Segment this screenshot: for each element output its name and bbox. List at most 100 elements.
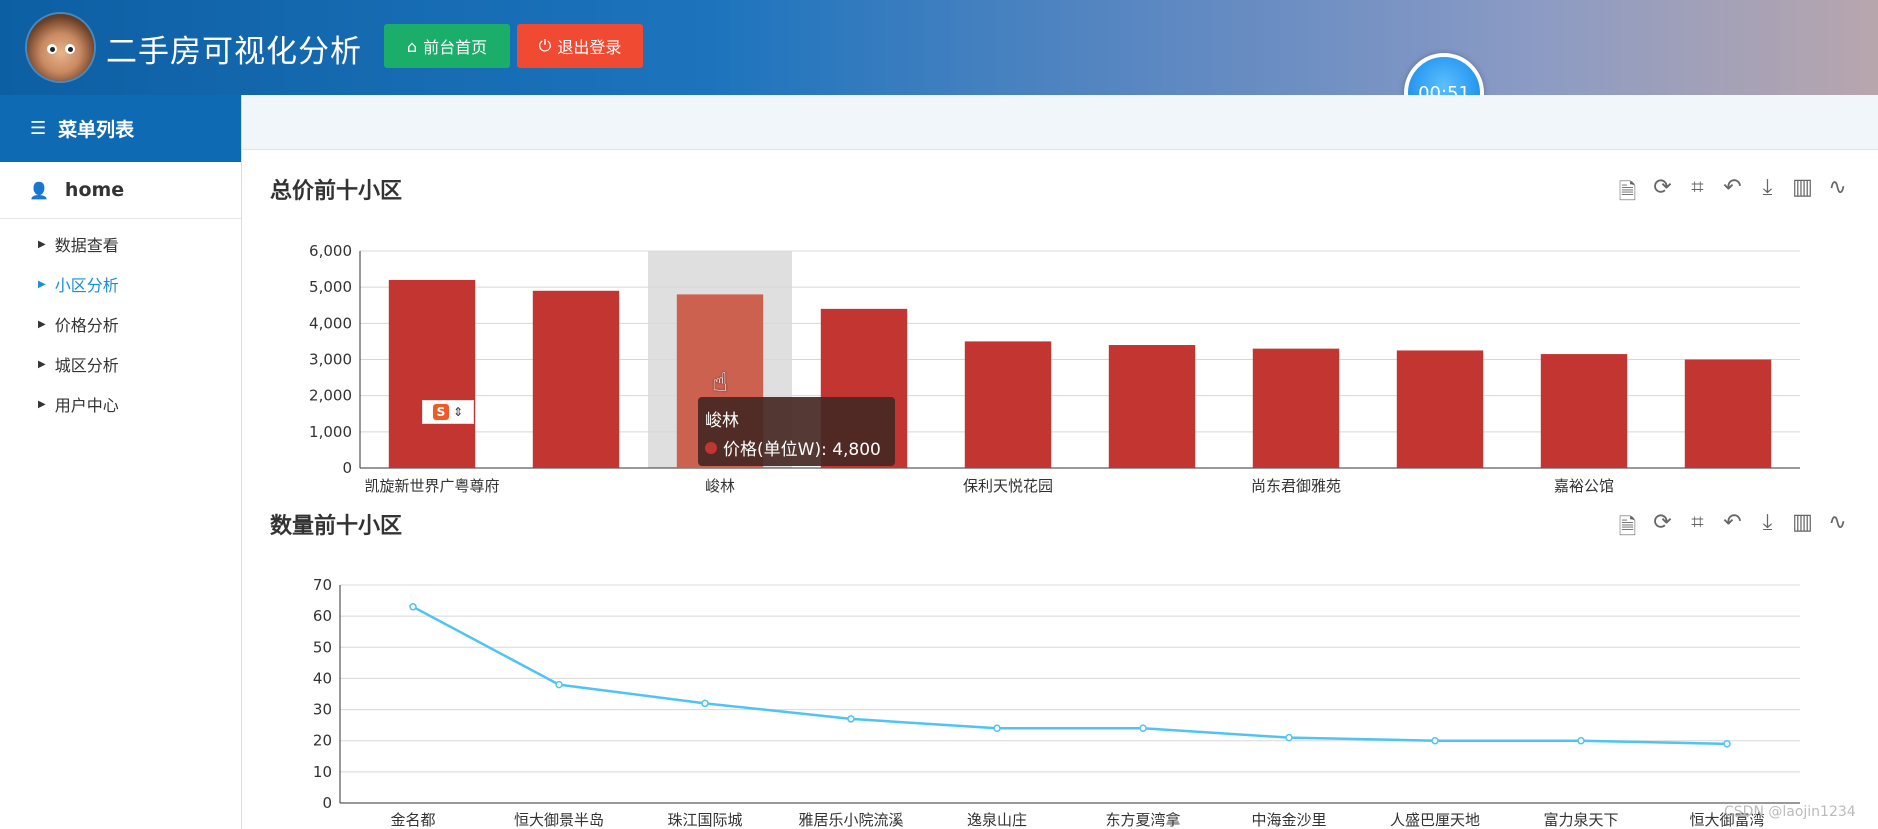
menu-title: 菜单列表 — [58, 119, 135, 141]
bar — [964, 341, 1052, 468]
tooltip-name: 峻林 — [705, 411, 739, 431]
line-switch-icon[interactable]: ∿ — [1828, 510, 1847, 535]
home-label: home — [64, 179, 125, 201]
data-point — [1577, 736, 1585, 745]
sidebar-item-label: 用户中心 — [54, 396, 119, 415]
list-icon: ☰ — [30, 118, 47, 139]
bar-switch-icon[interactable]: ▥ — [1792, 510, 1813, 535]
x-tick-label: 尚东君御雅苑 — [1251, 477, 1341, 495]
avatar — [27, 14, 94, 81]
home-button[interactable]: ⌂ 前台首页 — [384, 24, 510, 68]
zoom-icon[interactable]: ⌗ — [1691, 510, 1704, 535]
zoom-icon[interactable]: ⌗ — [1691, 175, 1704, 200]
sidebar-item-district-analysis[interactable]: ▶ 城区分析 — [38, 352, 119, 376]
x-tick-label: 雅居乐小院流溪 — [798, 811, 903, 829]
caret-right-icon: ▶ — [38, 398, 46, 410]
y-tick-label: 40 — [313, 669, 332, 687]
restore-icon[interactable]: ⟳ — [1653, 510, 1672, 535]
y-tick-label: 2,000 — [309, 387, 352, 405]
download-icon[interactable]: ⤓ — [1762, 175, 1773, 200]
y-tick-label: 60 — [313, 607, 332, 625]
zoom-reset-icon[interactable]: ↶ — [1723, 510, 1742, 535]
x-tick-label: 人盛巴厘天地 — [1390, 811, 1480, 829]
caret-right-icon: ▶ — [38, 278, 46, 290]
bar — [388, 279, 476, 468]
sidebar-item-home[interactable]: 👤 home — [0, 162, 241, 219]
bar-switch-icon[interactable]: ▥ — [1792, 175, 1813, 200]
chart-toolbox-1: 🗎 ⟳ ⌗ ↶ ⤓ ▥ ∿ — [1615, 175, 1850, 213]
y-tick-label: 6,000 — [309, 242, 352, 260]
x-tick-label: 富力泉天下 — [1543, 811, 1618, 829]
chart-tooltip: 峻林 价格(单位W): 4,800 — [698, 397, 895, 466]
y-tick-label: 0 — [322, 794, 332, 812]
power-icon: ⏻ — [538, 36, 552, 55]
series-line — [412, 605, 1728, 746]
chart-toolbox-2: 🗎 ⟳ ⌗ ↶ ⤓ ▥ ∿ — [1615, 510, 1850, 548]
x-tick-label: 东方夏湾拿 — [1105, 811, 1180, 829]
logout-button-label: 退出登录 — [557, 38, 622, 57]
y-tick-label: 5,000 — [309, 278, 352, 296]
line-switch-icon[interactable]: ∿ — [1828, 175, 1847, 200]
x-tick-label: 峻林 — [705, 477, 735, 495]
ime-dropdown-icon: ⇕ — [452, 405, 464, 419]
sidebar-item-label: 数据查看 — [54, 236, 119, 255]
y-tick-label: 10 — [313, 763, 332, 781]
menu-header: ☰ 菜单列表 — [0, 95, 241, 162]
x-tick-label: 恒大御富湾 — [1689, 811, 1764, 829]
data-point — [1285, 733, 1293, 742]
x-tick-label: 嘉裕公馆 — [1554, 477, 1614, 495]
x-tick-label: 金名都 — [390, 811, 435, 829]
x-tick-label: 逸泉山庄 — [967, 811, 1027, 829]
x-tick-label: 保利天悦花园 — [963, 477, 1053, 495]
bar — [1252, 348, 1340, 468]
content-header-band — [242, 95, 1878, 150]
x-tick-label: 恒大御景半岛 — [514, 811, 604, 829]
data-point — [555, 680, 563, 689]
data-view-icon[interactable]: 🗎 — [1618, 515, 1637, 540]
caret-right-icon: ▶ — [38, 238, 46, 250]
y-tick-label: 70 — [313, 576, 332, 594]
data-point — [993, 724, 1001, 733]
bar — [532, 290, 620, 468]
data-view-icon[interactable]: 🗎 — [1618, 180, 1637, 205]
user-icon: 👤 — [29, 180, 49, 200]
y-tick-label: 4,000 — [309, 314, 352, 332]
watermark: CSDN @laojin1234 — [1724, 804, 1856, 820]
x-tick-label: 珠江国际城 — [667, 811, 742, 829]
bar-chart[interactable]: 0 1,000 2,000 3,000 4,000 5,000 6,000 凯旋新世界广粤尊府… — [242, 225, 1878, 505]
data-point — [847, 715, 855, 723]
sidebar-item-price-analysis[interactable]: ▶ 价格分析 — [38, 312, 119, 336]
sidebar-item-community-analysis[interactable]: ▶ 小区分析 — [38, 272, 119, 296]
sidebar-item-data-view[interactable]: ▶ 数据查看 — [38, 232, 119, 256]
sidebar-item-label: 小区分析 — [54, 276, 119, 295]
y-tick-label: 0 — [342, 459, 352, 477]
y-tick-label: 30 — [313, 701, 332, 719]
x-tick-label: 凯旋新世界广粤尊府 — [364, 477, 499, 495]
line-chart[interactable]: 0 10 20 30 40 50 60 70 金名都 恒大御景半岛 珠江国际城 雅居乐小院流溪 逸泉山庄… — [242, 570, 1878, 829]
ime-toolbar[interactable]: S ⇕ — [422, 400, 474, 424]
data-point — [1431, 736, 1439, 745]
y-tick-label: 3,000 — [309, 351, 352, 369]
caret-right-icon: ▶ — [38, 318, 46, 330]
tooltip-series: 价格(单位W): 4,800 — [705, 435, 881, 460]
sidebar-item-label: 城区分析 — [54, 356, 119, 375]
sidebar: ☰ 菜单列表 👤 home ▶ 数据查看 ▶ 小区分析 ▶ 价格分析 ▶ 城区分… — [0, 95, 242, 829]
sidebar-item-user-center[interactable]: ▶ 用户中心 — [38, 392, 119, 416]
bar — [1540, 354, 1628, 468]
section-title-top-price: 总价前十小区 — [270, 179, 403, 204]
app-title: 二手房可视化分析 — [106, 34, 362, 70]
logout-button[interactable]: ⏻ 退出登录 — [517, 24, 643, 68]
tooltip-series-label: 价格(单位W): 4,800 — [723, 440, 881, 460]
home-button-label: 前台首页 — [423, 38, 488, 57]
zoom-reset-icon[interactable]: ↶ — [1723, 175, 1742, 200]
bar — [1396, 350, 1484, 468]
y-tick-label: 20 — [313, 732, 332, 750]
series-dot-icon — [705, 441, 717, 454]
data-point — [409, 603, 417, 611]
data-point — [701, 699, 709, 708]
download-icon[interactable]: ⤓ — [1762, 510, 1773, 535]
x-tick-label: 中海金沙里 — [1251, 811, 1326, 829]
restore-icon[interactable]: ⟳ — [1653, 175, 1672, 200]
sidebar-item-label: 价格分析 — [54, 316, 119, 335]
data-point — [1139, 724, 1147, 733]
